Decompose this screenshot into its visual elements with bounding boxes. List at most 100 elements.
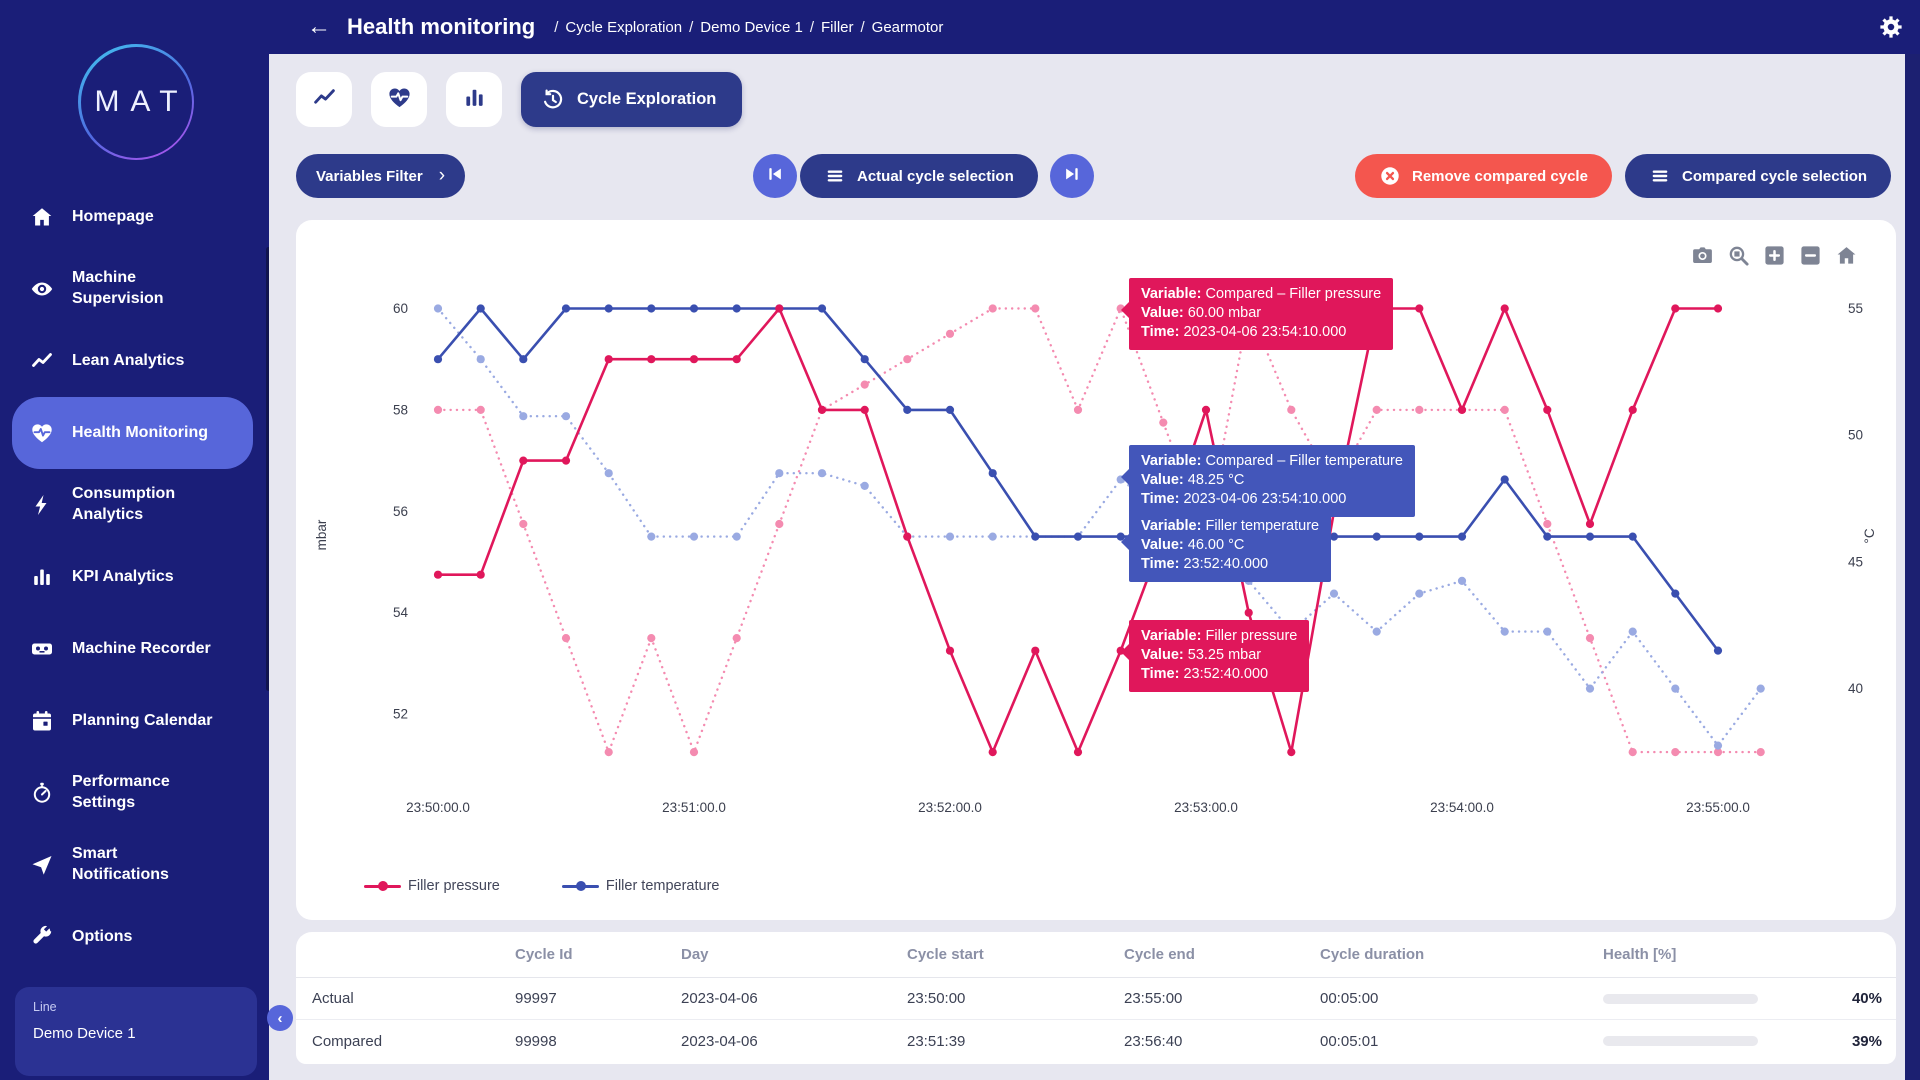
- sidebar-item-machine-recorder[interactable]: Machine Recorder: [12, 613, 253, 685]
- breadcrumb-separator: /: [554, 18, 559, 36]
- health-percent: 40%: [1851, 990, 1882, 1007]
- chart-tooltip: Variable: Compared – Filler temperature V…: [1121, 445, 1415, 517]
- next-cycle-button[interactable]: [1050, 154, 1094, 198]
- home-icon: [30, 205, 54, 229]
- table-header-row: Cycle Id Day Cycle start Cycle end Cycle dur…: [296, 932, 1896, 978]
- breadcrumb-item[interactable]: Cycle Exploration: [565, 18, 683, 36]
- sidebar-item-label: Options: [72, 927, 133, 945]
- cell-cycle_id: 99998: [515, 1032, 557, 1050]
- svg-text:°C: °C: [1862, 528, 1877, 543]
- svg-text:56: 56: [393, 504, 408, 519]
- variables-filter-button[interactable]: Variables Filter ›: [296, 154, 466, 198]
- stopwatch-icon: [30, 781, 54, 805]
- sidebar-item-label: Health Monitoring: [72, 423, 208, 441]
- svg-text:23:55:00.0: 23:55:00.0: [1686, 800, 1750, 815]
- sidebar-item-label: Smart Notifications: [72, 845, 169, 883]
- sidebar: MAT Homepage Machine Supervision Lean Anal…: [0, 0, 271, 1080]
- chart-legend: Filler pressure Filler temperature: [364, 878, 719, 894]
- cell-end: 23:55:00: [1124, 990, 1183, 1007]
- cell-health: 40%: [1603, 990, 1896, 1007]
- svg-text:23:53:00.0: 23:53:00.0: [1174, 800, 1238, 815]
- health-bar-track: [1603, 1036, 1758, 1046]
- breadcrumb-item[interactable]: Demo Device 1: [700, 18, 803, 36]
- main-content: Cycle Exploration Variables Filter › Act…: [269, 54, 1920, 1080]
- device-selector-value: Demo Device 1: [33, 1025, 136, 1042]
- hamburger-icon: [1649, 165, 1671, 187]
- sidebar-item-label: Homepage: [72, 207, 154, 225]
- home-icon[interactable]: [1835, 244, 1858, 267]
- page-scrollbar[interactable]: [1905, 54, 1920, 1080]
- remove-compared-cycle-button[interactable]: Remove compared cycle: [1355, 154, 1612, 198]
- bolt-icon: [30, 493, 54, 517]
- history-icon: [541, 88, 565, 112]
- cell-duration: 00:05:00: [1320, 990, 1379, 1007]
- tab-heart-pulse-button[interactable]: [371, 72, 427, 127]
- chart-tooltip: Variable: Compared – Filler pressure Valu…: [1121, 278, 1394, 350]
- tab-trend-button[interactable]: [296, 72, 352, 127]
- sidebar-item-options[interactable]: Options: [12, 901, 253, 973]
- sidebar-scrollbar[interactable]: [266, 247, 271, 691]
- device-selector-card[interactable]: Line Demo Device 1: [15, 987, 257, 1076]
- calendar-icon: [30, 709, 54, 733]
- zoom-out-icon[interactable]: [1799, 244, 1822, 267]
- chart-modebar: [1691, 244, 1858, 267]
- sidebar-item-homepage[interactable]: Homepage: [12, 181, 253, 253]
- camera-icon[interactable]: [1691, 244, 1714, 267]
- breadcrumb-separator: /: [860, 18, 865, 36]
- sidebar-item-performance-settings[interactable]: Performance Settings: [12, 757, 253, 829]
- sidebar-item-label: Machine Supervision: [72, 269, 164, 307]
- x-circle-icon: [1379, 165, 1401, 187]
- compared-cycle-selection-button[interactable]: Compared cycle selection: [1625, 154, 1892, 198]
- sidebar-item-consumption-analytics[interactable]: Consumption Analytics: [12, 469, 253, 541]
- svg-text:50: 50: [1848, 428, 1863, 443]
- controls-row: Variables Filter › Actual cycle selectio…: [269, 154, 1920, 198]
- svg-text:23:50:00.0: 23:50:00.0: [406, 800, 470, 815]
- chart-tooltip: Variable: Filler pressure Value: 53.25 mb…: [1121, 620, 1310, 692]
- sidebar-collapse-button[interactable]: ‹: [267, 1005, 293, 1031]
- zoom-icon[interactable]: [1727, 244, 1750, 267]
- cell-day: 2023-04-06: [681, 990, 758, 1007]
- chevron-right-icon: ›: [438, 165, 446, 186]
- svg-text:52: 52: [393, 707, 408, 722]
- sidebar-item-machine-supervision[interactable]: Machine Supervision: [12, 253, 253, 325]
- tab-bar-chart-button[interactable]: [446, 72, 502, 127]
- skip-forward-icon: [1062, 164, 1082, 189]
- svg-text:23:52:00.0: 23:52:00.0: [918, 800, 982, 815]
- cell-end: 23:56:40: [1124, 1032, 1183, 1050]
- back-arrow-icon[interactable]: ←: [307, 13, 331, 40]
- send-icon: [30, 853, 54, 877]
- svg-text:54: 54: [393, 605, 409, 620]
- zoom-in-icon[interactable]: [1763, 244, 1786, 267]
- hamburger-icon: [824, 165, 846, 187]
- cell-day: 2023-04-06: [681, 1032, 758, 1050]
- sidebar-item-health-monitoring[interactable]: Health Monitoring: [12, 397, 253, 469]
- actual-cycle-selection-button[interactable]: Actual cycle selection: [800, 154, 1038, 198]
- svg-text:23:51:00.0: 23:51:00.0: [662, 800, 726, 815]
- breadcrumb-item[interactable]: Gearmotor: [871, 18, 944, 36]
- sidebar-item-label: Machine Recorder: [72, 639, 211, 657]
- sidebar-item-label: Lean Analytics: [72, 351, 185, 369]
- breadcrumb-item[interactable]: Filler: [821, 18, 854, 36]
- top-bar: ← Health monitoring / Cycle Exploration / D…: [269, 0, 1920, 54]
- eye-icon: [30, 277, 54, 301]
- sidebar-item-kpi-analytics[interactable]: KPI Analytics: [12, 541, 253, 613]
- sidebar-item-planning-calendar[interactable]: Planning Calendar: [12, 685, 253, 757]
- chevron-left-icon: ‹: [277, 1009, 283, 1027]
- bar-chart-icon: [30, 565, 54, 589]
- chart-card: 52 54 56 58 60 40 45 50 55 23:50:00.0 23:51:00.0 23…: [296, 220, 1896, 920]
- mat-logo-text: MAT: [94, 85, 189, 118]
- sidebar-item-lean-analytics[interactable]: Lean Analytics: [12, 325, 253, 397]
- column-header: Cycle start: [907, 946, 984, 963]
- sidebar-item-smart-notifications[interactable]: Smart Notifications: [12, 829, 253, 901]
- legend-item-pink[interactable]: Filler pressure: [364, 878, 500, 894]
- previous-cycle-button[interactable]: [753, 154, 797, 198]
- legend-item-blue[interactable]: Filler temperature: [561, 878, 719, 894]
- sidebar-item-label: Consumption Analytics: [72, 485, 176, 523]
- column-header: Day: [681, 946, 709, 963]
- gear-icon[interactable]: [1878, 14, 1904, 40]
- cell-health: 39%: [1603, 1033, 1896, 1050]
- recorder-icon: [30, 637, 54, 661]
- chart-canvas[interactable]: 52 54 56 58 60 40 45 50 55 23:50:00.0 23:51:00.0 23…: [296, 220, 1896, 920]
- tab-cycle-exploration-active[interactable]: Cycle Exploration: [521, 72, 743, 127]
